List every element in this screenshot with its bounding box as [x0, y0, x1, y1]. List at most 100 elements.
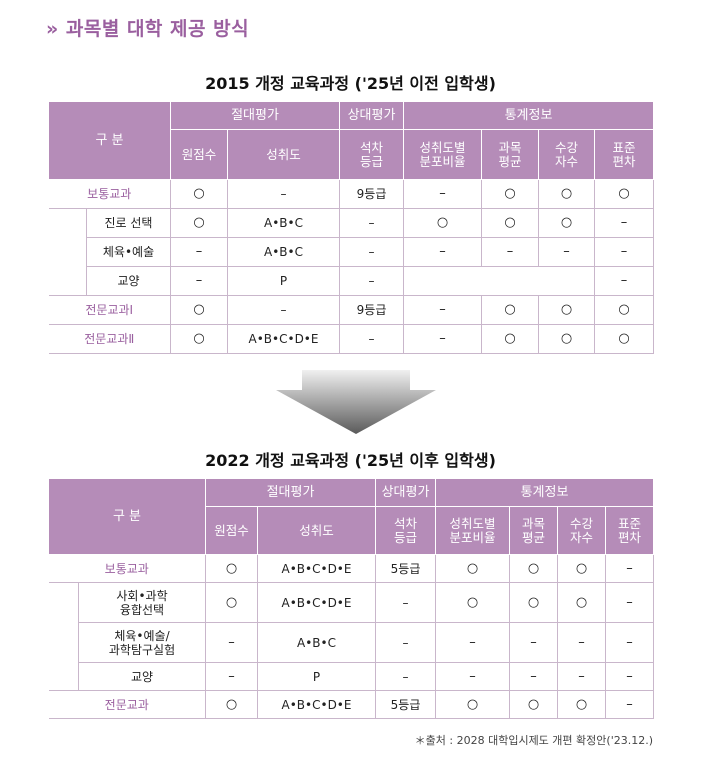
- header-raw: 원점수: [170, 129, 228, 180]
- cell-count: ○: [538, 179, 595, 209]
- header-sd: 표준 편차: [604, 506, 655, 555]
- cell-sd: ○: [593, 295, 655, 325]
- cell-avg: ○: [509, 690, 558, 719]
- row-label: 보통교과: [48, 179, 171, 209]
- cell-raw: ○: [205, 690, 258, 719]
- table-row: 보통교과 ○ A•B•C•D•E 5등급 ○ ○ ○ –: [48, 554, 655, 583]
- row-label: 체육•예술/ 과학탐구실험: [78, 622, 206, 663]
- row-label: 교양: [78, 662, 206, 691]
- cell-count: ○: [557, 582, 606, 623]
- cell-raw: ○: [170, 295, 228, 325]
- cell-sd: ○: [593, 324, 655, 354]
- header-dist: 성취도별 분포비율: [403, 129, 482, 180]
- cell-count: –: [557, 662, 606, 691]
- header-avg: 과목 평균: [509, 506, 558, 555]
- table-row: 교양 – P – –: [49, 266, 655, 296]
- cell-avg: ○: [509, 554, 558, 583]
- cell-rank: 9등급: [339, 179, 404, 209]
- header-achievement: 성취도: [227, 129, 340, 180]
- row-indent: [48, 208, 87, 296]
- header-absolute: 절대평가: [205, 478, 376, 507]
- table-2015-title: 2015 개정 교육과정 ('25년 이전 입학생): [205, 74, 496, 93]
- cell-sd: ○: [593, 179, 655, 209]
- cell-count: –: [538, 237, 595, 267]
- cell-dist: –: [435, 662, 510, 691]
- cell-rank: –: [339, 237, 404, 267]
- cell-rank: –: [375, 622, 436, 663]
- cell-rank: –: [339, 266, 404, 296]
- row-label: 보통교과: [48, 554, 206, 583]
- header-count: 수강 자수: [557, 506, 606, 555]
- row-label: 체육•예술: [86, 237, 171, 267]
- cell-sd: –: [604, 554, 655, 583]
- cell-count: ○: [557, 554, 606, 583]
- cell-achievement: A•B•C•D•E: [257, 554, 376, 583]
- cell-raw: –: [205, 622, 258, 663]
- cell-rank: –: [339, 208, 404, 238]
- cell-count: ○: [557, 690, 606, 719]
- cell-raw: ○: [170, 324, 228, 354]
- header-count: 수강 자수: [538, 129, 595, 180]
- table-row: 사회•과학 융합선택 ○ A•B•C•D•E – ○ ○ ○ –: [48, 582, 655, 691]
- table-2015: 구 분 절대평가 상대평가 통계정보 원점수 성취도 석차 등급 성취도별 분포…: [48, 101, 655, 354]
- table-row: 전문교과 ○ A•B•C•D•E 5등급 ○ ○ ○ –: [48, 690, 655, 719]
- cell-sd: –: [604, 622, 655, 663]
- cell-dist: –: [435, 622, 510, 663]
- cell-raw: –: [205, 662, 258, 691]
- header-rank: 석차 등급: [375, 506, 436, 555]
- cell-sd: –: [604, 662, 655, 691]
- cell-raw: –: [170, 266, 228, 296]
- cell-sd: –: [604, 690, 655, 719]
- cell-sd: –: [593, 266, 655, 296]
- row-label: 사회•과학 융합선택: [78, 582, 206, 623]
- cell-achievement: A•B•C•D•E: [257, 582, 376, 623]
- cell-avg: –: [481, 237, 539, 267]
- cell-achievement: –: [227, 295, 340, 325]
- header-relative: 상대평가: [375, 478, 436, 507]
- header-sd: 표준 편차: [593, 129, 655, 180]
- cell-dist: ○: [435, 690, 510, 719]
- row-label: 교양: [86, 266, 171, 296]
- table-row: 교양 – P – – – – –: [49, 662, 655, 691]
- cell-dist: ○: [435, 554, 510, 583]
- cell-achievement: A•B•C: [257, 622, 376, 663]
- cell-count: ○: [538, 324, 595, 354]
- cell-achievement: A•B•C: [227, 237, 340, 267]
- header-category: 구 분: [48, 101, 171, 180]
- row-label: 진로 선택: [86, 208, 171, 238]
- row-label: 전문교과Ⅱ: [48, 324, 171, 354]
- cell-raw: –: [170, 237, 228, 267]
- cell-sd: –: [604, 582, 655, 623]
- cell-avg: ○: [481, 179, 539, 209]
- cell-dist: ○: [435, 582, 510, 623]
- header-stats: 통계정보: [434, 478, 655, 507]
- table-2022: 구 분 절대평가 상대평가 통계정보 원점수 성취도 석차 등급 성취도별 분포…: [48, 478, 655, 719]
- cell-raw: ○: [170, 208, 228, 238]
- row-label: 전문교과: [48, 690, 206, 719]
- cell-dist: –: [403, 237, 482, 267]
- cell-avg: –: [509, 662, 558, 691]
- cell-rank: –: [339, 324, 404, 354]
- header-avg: 과목 평균: [481, 129, 539, 180]
- cell-raw: ○: [205, 582, 258, 623]
- cell-dist: –: [403, 324, 482, 354]
- cell-rank: –: [375, 662, 436, 691]
- section-heading: » 과목별 대학 제공 방식: [46, 18, 250, 40]
- header-dist: 성취도별 분포비율: [435, 506, 510, 555]
- cell-dist: ○: [403, 208, 482, 238]
- cell-avg: –: [509, 622, 558, 663]
- cell-avg: ○: [481, 324, 539, 354]
- row-label: 전문교과Ⅰ: [48, 295, 171, 325]
- table-row: 전문교과Ⅰ ○ – 9등급 – ○ ○ ○: [48, 295, 655, 325]
- table-2022-title: 2022 개정 교육과정 ('25년 이후 입학생): [205, 451, 496, 470]
- row-indent: [48, 582, 79, 691]
- cell-achievement: P: [257, 662, 376, 691]
- table-row: 체육•예술/ 과학탐구실험 – A•B•C – – – – –: [49, 622, 655, 663]
- cell-achievement: A•B•C: [227, 208, 340, 238]
- header-achievement: 성취도: [257, 506, 376, 555]
- cell-rank: 5등급: [375, 554, 436, 583]
- cell-achievement: A•B•C•D•E: [257, 690, 376, 719]
- cell-rank: –: [375, 582, 436, 623]
- cell-sd: –: [593, 208, 655, 238]
- header-absolute: 절대평가: [170, 101, 340, 130]
